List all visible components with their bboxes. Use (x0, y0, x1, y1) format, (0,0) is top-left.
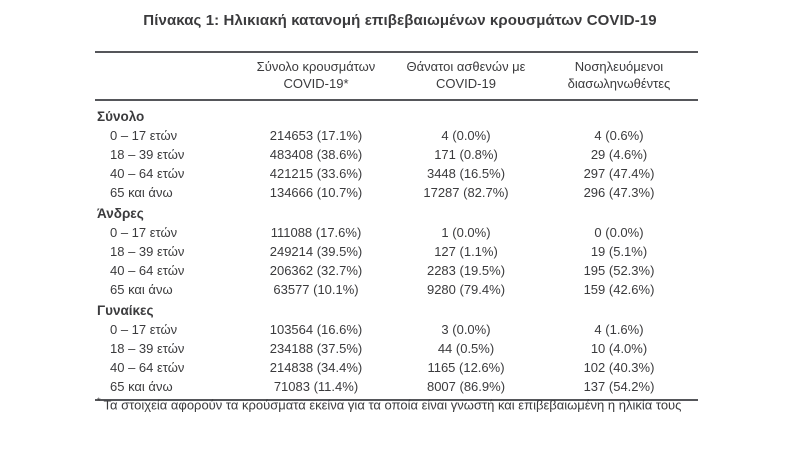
header-intubated-line2: διασωληνωθέντες (567, 76, 671, 91)
deaths-value: 3448 (16.5%) (426, 166, 506, 181)
age-label: 65 και άνω (110, 282, 173, 297)
intubated-value: 4 (0.6%) (594, 128, 644, 143)
cases-value: 249214 (39.5%) (269, 244, 363, 259)
intubated-value: 4 (1.6%) (594, 322, 644, 337)
cases-value: 214838 (34.4%) (269, 360, 363, 375)
table-footnote: * Τα στοιχεία αφορούν τα κρούσματα εκείνα… (97, 396, 737, 412)
intubated-value: 137 (54.2%) (583, 379, 655, 394)
intubated-value: 195 (52.3%) (583, 263, 655, 278)
footnote-asterisk: * (97, 396, 101, 406)
deaths-value: 17287 (82.7%) (423, 185, 509, 200)
deaths-value: 3 (0.0%) (441, 322, 491, 337)
header-intubated-line1: Νοσηλευόμενοι (574, 59, 664, 74)
table-body: Σύνολο 0 – 17 ετών 214653 (17.1%) 4 (0.0… (95, 101, 698, 399)
section-label-total: Σύνολο (97, 109, 145, 124)
intubated-value: 159 (42.6%) (583, 282, 655, 297)
section-label-men: Άνδρες (97, 206, 144, 221)
header-cell-cases: Σύνολο κρουσμάτων COVID-19* (240, 58, 392, 92)
cases-value: 63577 (10.1%) (273, 282, 359, 297)
deaths-value: 171 (0.8%) (434, 147, 498, 162)
cases-value: 421215 (33.6%) (269, 166, 363, 181)
table-row: 0 – 17 ετών 103564 (16.6%) 3 (0.0%) 4 (1… (95, 320, 698, 339)
intubated-value: 19 (5.1%) (590, 244, 648, 259)
intubated-value: 0 (0.0%) (594, 225, 644, 240)
cases-value: 483408 (38.6%) (269, 147, 363, 162)
age-label: 18 – 39 ετών (110, 244, 185, 259)
age-label: 0 – 17 ετών (110, 128, 178, 143)
deaths-value: 8007 (86.9%) (426, 379, 506, 394)
intubated-value: 297 (47.4%) (583, 166, 655, 181)
cases-value: 214653 (17.1%) (269, 128, 363, 143)
age-label: 40 – 64 ετών (110, 166, 185, 181)
cases-value: 134666 (10.7%) (269, 185, 363, 200)
age-label: 40 – 64 ετών (110, 360, 185, 375)
footnote-text: Τα στοιχεία αφορούν τα κρούσματα εκείνα … (103, 397, 682, 413)
age-label: 65 και άνω (110, 185, 173, 200)
table-row: 18 – 39 ετών 249214 (39.5%) 127 (1.1%) 1… (95, 242, 698, 261)
table-row: 65 και άνω 71083 (11.4%) 8007 (86.9%) 13… (95, 377, 698, 396)
header-cases-line1: Σύνολο κρουσμάτων (256, 59, 376, 74)
table-row: 40 – 64 ετών 421215 (33.6%) 3448 (16.5%)… (95, 164, 698, 183)
deaths-value: 1 (0.0%) (441, 225, 491, 240)
table-bottom-rule (95, 399, 698, 401)
table-row: 65 και άνω 134666 (10.7%) 17287 (82.7%) … (95, 183, 698, 202)
cases-value: 71083 (11.4%) (273, 379, 359, 394)
deaths-value: 4 (0.0%) (441, 128, 491, 143)
table-row: 0 – 17 ετών 111088 (17.6%) 1 (0.0%) 0 (0… (95, 223, 698, 242)
cases-value: 103564 (16.6%) (269, 322, 363, 337)
age-label: 0 – 17 ετών (110, 322, 178, 337)
intubated-value: 296 (47.3%) (583, 185, 655, 200)
age-label: 40 – 64 ετών (110, 263, 185, 278)
intubated-value: 102 (40.3%) (583, 360, 655, 375)
deaths-value: 9280 (79.4%) (426, 282, 506, 297)
header-cell-intubated: Νοσηλευόμενοι διασωληνωθέντες (540, 58, 698, 92)
deaths-value: 44 (0.5%) (437, 341, 495, 356)
table-row: 0 – 17 ετών 214653 (17.1%) 4 (0.0%) 4 (0… (95, 126, 698, 145)
header-deaths-line2: COVID-19 (436, 76, 496, 91)
table-row: 65 και άνω 63577 (10.1%) 9280 (79.4%) 15… (95, 280, 698, 299)
table-header-row: Σύνολο κρουσμάτων COVID-19* Θάνατοι ασθε… (95, 53, 698, 99)
cases-value: 206362 (32.7%) (269, 263, 363, 278)
table-row: 40 – 64 ετών 214838 (34.4%) 1165 (12.6%)… (95, 358, 698, 377)
intubated-value: 29 (4.6%) (590, 147, 648, 162)
deaths-value: 127 (1.1%) (434, 244, 498, 259)
age-label: 0 – 17 ετών (110, 225, 178, 240)
covid-age-table: Σύνολο κρουσμάτων COVID-19* Θάνατοι ασθε… (95, 51, 698, 401)
deaths-value: 1165 (12.6%) (427, 360, 505, 375)
header-bottom-rule (95, 99, 698, 101)
intubated-value: 10 (4.0%) (590, 341, 648, 356)
cases-value: 111088 (17.6%) (270, 225, 362, 240)
deaths-value: 2283 (19.5%) (426, 263, 506, 278)
table-row: 18 – 39 ετών 483408 (38.6%) 171 (0.8%) 2… (95, 145, 698, 164)
age-label: 18 – 39 ετών (110, 147, 185, 162)
table-row: 40 – 64 ετών 206362 (32.7%) 2283 (19.5%)… (95, 261, 698, 280)
section-label-women: Γυναίκες (97, 303, 154, 318)
table-title: Πίνακας 1: Ηλικιακή κατανομή επιβεβαιωμέ… (143, 12, 657, 29)
header-deaths-line1: Θάνατοι ασθενών με (406, 59, 526, 74)
age-label: 65 και άνω (110, 379, 173, 394)
cases-value: 234188 (37.5%) (269, 341, 363, 356)
table-row: 18 – 39 ετών 234188 (37.5%) 44 (0.5%) 10… (95, 339, 698, 358)
table-top-rule (95, 51, 698, 53)
header-cases-line2: COVID-19* (283, 76, 349, 91)
age-label: 18 – 39 ετών (110, 341, 185, 356)
header-cell-deaths: Θάνατοι ασθενών με COVID-19 (392, 58, 540, 92)
